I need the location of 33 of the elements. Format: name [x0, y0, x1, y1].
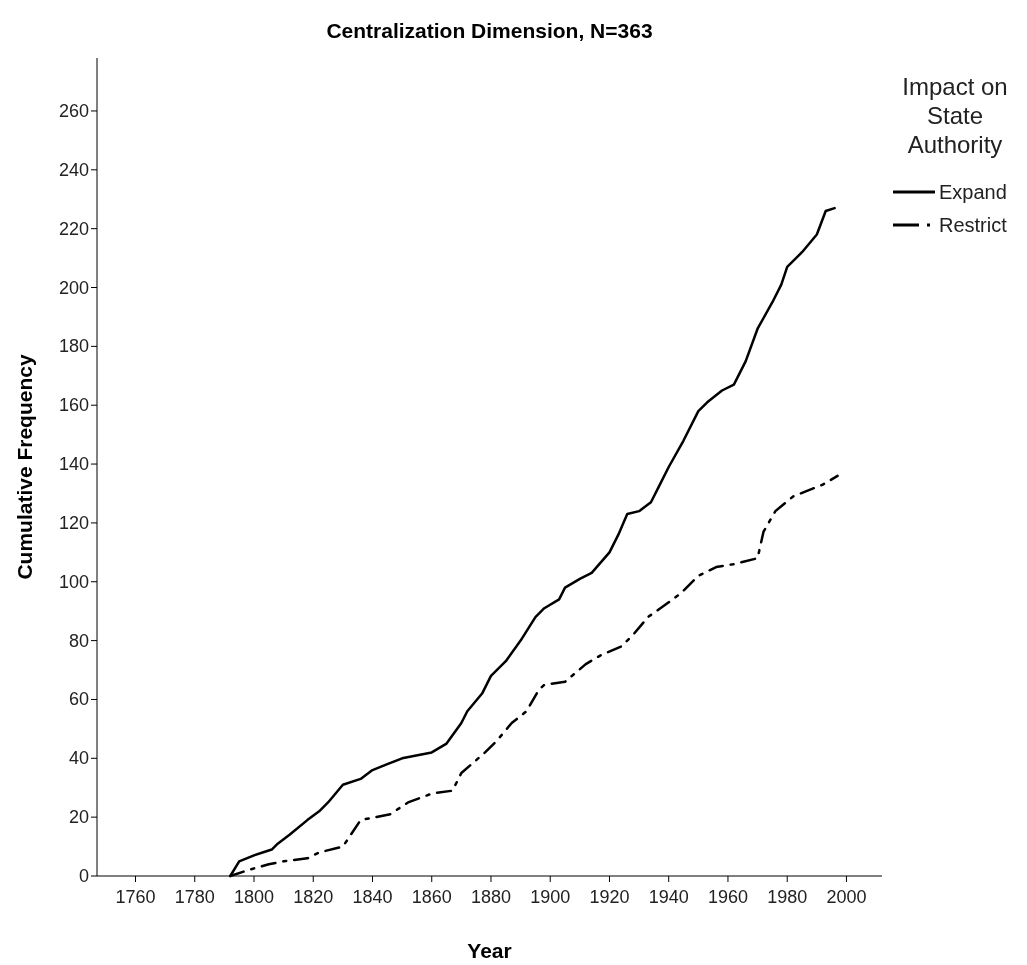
- x-tick-label: 2000: [826, 887, 867, 907]
- legend-title: Impact on State Authority: [902, 73, 1008, 158]
- x-tick-label: 1820: [293, 887, 334, 907]
- x-tick-label: 1780: [174, 887, 215, 907]
- legend-label: Restrict: [939, 214, 1008, 236]
- y-tick-label: 120: [58, 512, 89, 533]
- y-tick-label: 200: [58, 277, 89, 298]
- y-tick-label: 260: [58, 100, 89, 121]
- x-tick-label: 1760: [115, 887, 156, 907]
- y-tick-label: 20: [68, 807, 89, 828]
- x-tick-label: 1860: [411, 887, 452, 907]
- x-tick-label: 1840: [352, 887, 393, 907]
- x-tick-label: 1800: [233, 887, 275, 907]
- y-tick-label: 100: [58, 571, 89, 592]
- x-tick-label: 1960: [707, 887, 748, 907]
- x-tick-label: 1940: [648, 887, 689, 907]
- legend-label: Expand: [939, 181, 1007, 203]
- x-tick-label: 1880: [470, 887, 511, 907]
- y-tick-label: 240: [58, 159, 89, 180]
- x-axis-title: Year: [467, 939, 512, 962]
- y-tick-label: 140: [58, 454, 89, 475]
- x-tick-label: 1980: [767, 887, 808, 907]
- y-tick-label: 60: [68, 689, 89, 710]
- y-tick-label: 40: [68, 748, 89, 769]
- y-tick-label: 180: [58, 336, 89, 357]
- chart-title: Centralization Dimension, N=363: [326, 19, 653, 42]
- y-tick-label: 220: [58, 218, 89, 239]
- x-tick-label: 1900: [530, 887, 571, 907]
- y-tick-label: 80: [68, 630, 89, 651]
- y-axis-title: Cumulative Frequency: [13, 354, 36, 580]
- y-tick-label: 0: [78, 866, 89, 886]
- x-tick-label: 1920: [589, 887, 630, 907]
- y-tick-label: 160: [58, 395, 89, 416]
